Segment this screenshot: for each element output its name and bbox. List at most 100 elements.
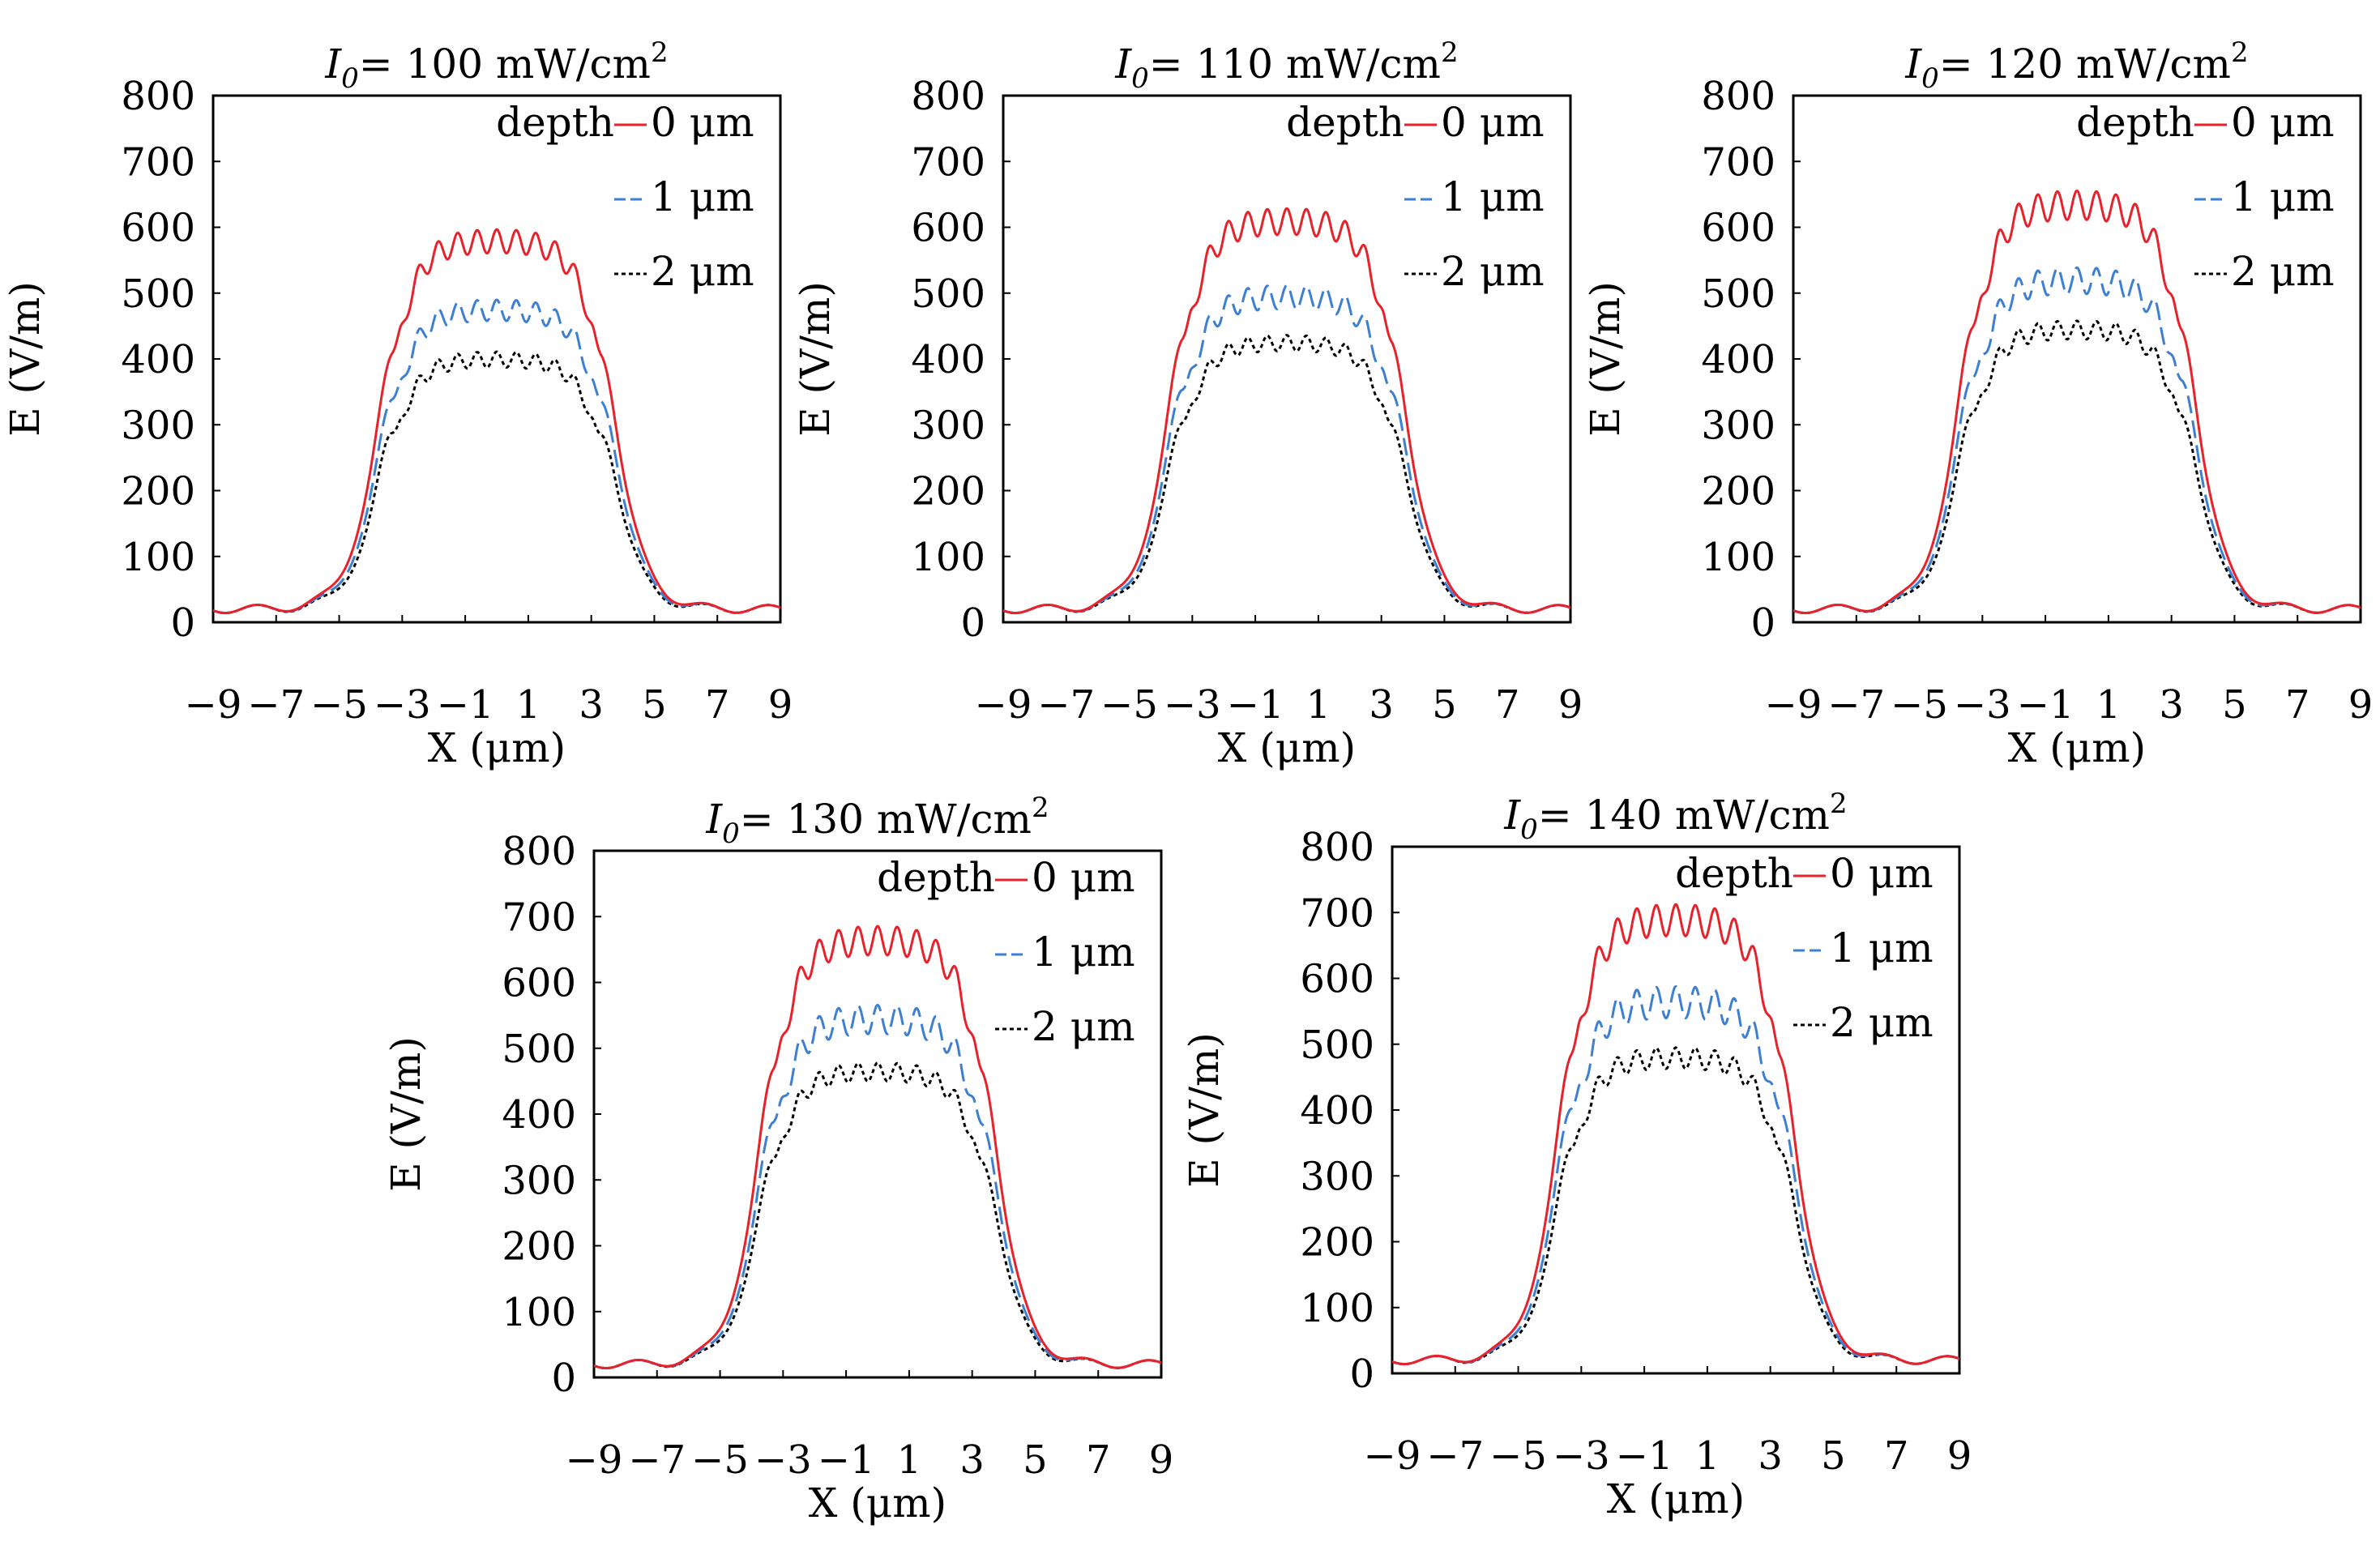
x-tick-label: 7 (2285, 682, 2310, 728)
y-tick-label: 0 (1349, 1351, 1374, 1397)
x-tick-label: −5 (1891, 682, 1948, 728)
legend: depth 0 μm 1 μm 2 μm (1675, 850, 1933, 1046)
x-tick-label: −5 (1489, 1433, 1547, 1479)
y-tick-label: 600 (121, 206, 195, 251)
chart-panel-1: 0 100 200 300 400 500 600 700 800 −9 −7 −5 −3 −1 1 3 5 7 9… (2, 36, 793, 771)
series-line-0-um (213, 228, 780, 615)
legend: depth 0 μm 1 μm 2 μm (877, 854, 1135, 1050)
y-axis-label: E (V/m) (1181, 1032, 1228, 1188)
y-tick-label: 700 (1701, 139, 1775, 185)
x-tick-label: 7 (705, 682, 730, 728)
y-tick-label: 600 (1701, 206, 1775, 251)
chart-panel-4: 0 100 200 300 400 500 600 700 800 −9 −7 −5 −3 −1 1 3 5 7 9… (382, 792, 1173, 1527)
x-axis-label: X (μm) (1218, 724, 1356, 771)
x-tick-label: −5 (310, 682, 368, 728)
legend-entry: 2 μm (1441, 248, 1545, 295)
chart-title: I0= 120 mW/cm2 (1904, 36, 2248, 95)
y-tick-label: 500 (911, 271, 985, 317)
legend: depth 0 μm 1 μm 2 μm (2076, 99, 2335, 295)
chart-title: I0= 130 mW/cm2 (705, 792, 1049, 850)
chart-title: I0= 110 mW/cm2 (1114, 36, 1458, 95)
y-tick-label: 500 (1300, 1023, 1374, 1068)
x-tick-label: 3 (1758, 1433, 1783, 1479)
y-tick-label: 100 (121, 535, 195, 580)
legend-title: depth (877, 854, 995, 901)
legend-title: depth (1675, 850, 1793, 897)
y-tick-label: 300 (1300, 1154, 1374, 1199)
y-tick-label: 0 (551, 1356, 576, 1401)
y-tick-label: 600 (1300, 957, 1374, 1002)
x-tick-label: −3 (754, 1437, 812, 1483)
y-tick-label: 800 (502, 829, 576, 874)
legend: depth 0 μm 1 μm 2 μm (1286, 99, 1545, 295)
x-tick-label: −9 (975, 682, 1032, 728)
y-tick-label: 0 (170, 600, 195, 646)
legend-entry: 2 μm (651, 248, 754, 295)
x-tick-label: −7 (247, 682, 305, 728)
x-tick-label: 1 (897, 1437, 922, 1483)
legend-entry: 1 μm (651, 173, 754, 220)
x-tick-label: 3 (959, 1437, 985, 1483)
x-tick-label: −9 (566, 1437, 623, 1483)
y-axis-label: E (V/m) (792, 281, 839, 437)
chart-panel-3: 0 100 200 300 400 500 600 700 800 −9 −7 −5 −3 −1 1 3 5 7 9… (1582, 36, 2373, 771)
x-tick-label: 9 (1149, 1437, 1174, 1483)
x-tick-label: −7 (628, 1437, 686, 1483)
x-tick-label: 1 (1306, 682, 1331, 728)
legend-entry: 0 μm (1032, 854, 1135, 901)
x-tick-label: 1 (2096, 682, 2121, 728)
y-tick-label: 600 (911, 206, 985, 251)
x-tick-label: −1 (2017, 682, 2074, 728)
y-tick-label: 400 (1300, 1088, 1374, 1134)
x-tick-label: −3 (1553, 1433, 1610, 1479)
x-tick-label: 9 (768, 682, 793, 728)
y-tick-label: 400 (911, 337, 985, 382)
legend-entry: 1 μm (1830, 924, 1933, 971)
x-tick-label: −3 (374, 682, 431, 728)
legend-title: depth (1286, 99, 1404, 146)
chart-panel-2: 0 100 200 300 400 500 600 700 800 −9 −7 −5 −3 −1 1 3 5 7 9… (792, 36, 1583, 771)
y-tick-label: 800 (911, 74, 985, 119)
x-tick-label: 9 (1558, 682, 1583, 728)
series-line-1-um (1793, 266, 2361, 615)
y-tick-label: 300 (911, 403, 985, 448)
x-axis-label: X (μm) (1607, 1475, 1745, 1522)
x-axis-label: X (μm) (2008, 724, 2146, 771)
y-tick-label: 700 (1300, 890, 1374, 936)
y-tick-label: 800 (1701, 74, 1775, 119)
y-tick-label: 400 (1701, 337, 1775, 382)
series-line-2-um (594, 1061, 1161, 1370)
x-tick-label: −7 (1426, 1433, 1484, 1479)
x-tick-label: −1 (1616, 1433, 1673, 1479)
y-tick-label: 100 (1300, 1286, 1374, 1331)
legend-title: depth (2076, 99, 2194, 146)
x-tick-label: 5 (1821, 1433, 1846, 1479)
x-tick-label: −5 (691, 1437, 749, 1483)
x-axis-label: X (μm) (428, 724, 566, 771)
chart-panel-5: 0 100 200 300 400 500 600 700 800 −9 −7 −5 −3 −1 1 3 5 7 9… (1181, 788, 1972, 1522)
legend-entry: 0 μm (651, 99, 754, 146)
legend-entry: 1 μm (1032, 929, 1135, 976)
series-line-2-um (1793, 319, 2361, 615)
x-tick-label: 1 (1695, 1433, 1720, 1479)
y-axis-label: E (V/m) (1582, 281, 1629, 437)
x-tick-label: −9 (185, 682, 242, 728)
series-line-2-um (213, 350, 780, 615)
series-line-1-um (213, 298, 780, 615)
x-axis-label: X (μm) (809, 1480, 946, 1527)
y-tick-label: 500 (121, 271, 195, 317)
series-line-0-um (1392, 903, 1959, 1366)
x-tick-label: −7 (1037, 682, 1095, 728)
x-tick-label: 9 (2348, 682, 2374, 728)
y-tick-label: 700 (911, 139, 985, 185)
series-line-2-um (1392, 1046, 1959, 1366)
x-tick-label: 5 (1023, 1437, 1048, 1483)
y-tick-label: 500 (1701, 271, 1775, 317)
series-line-0-um (594, 924, 1161, 1370)
series-line-2-um (1003, 334, 1570, 615)
y-tick-label: 200 (1701, 469, 1775, 515)
legend-entry: 0 μm (1830, 850, 1933, 897)
x-tick-label: −1 (437, 682, 494, 728)
x-tick-label: −3 (1954, 682, 2011, 728)
